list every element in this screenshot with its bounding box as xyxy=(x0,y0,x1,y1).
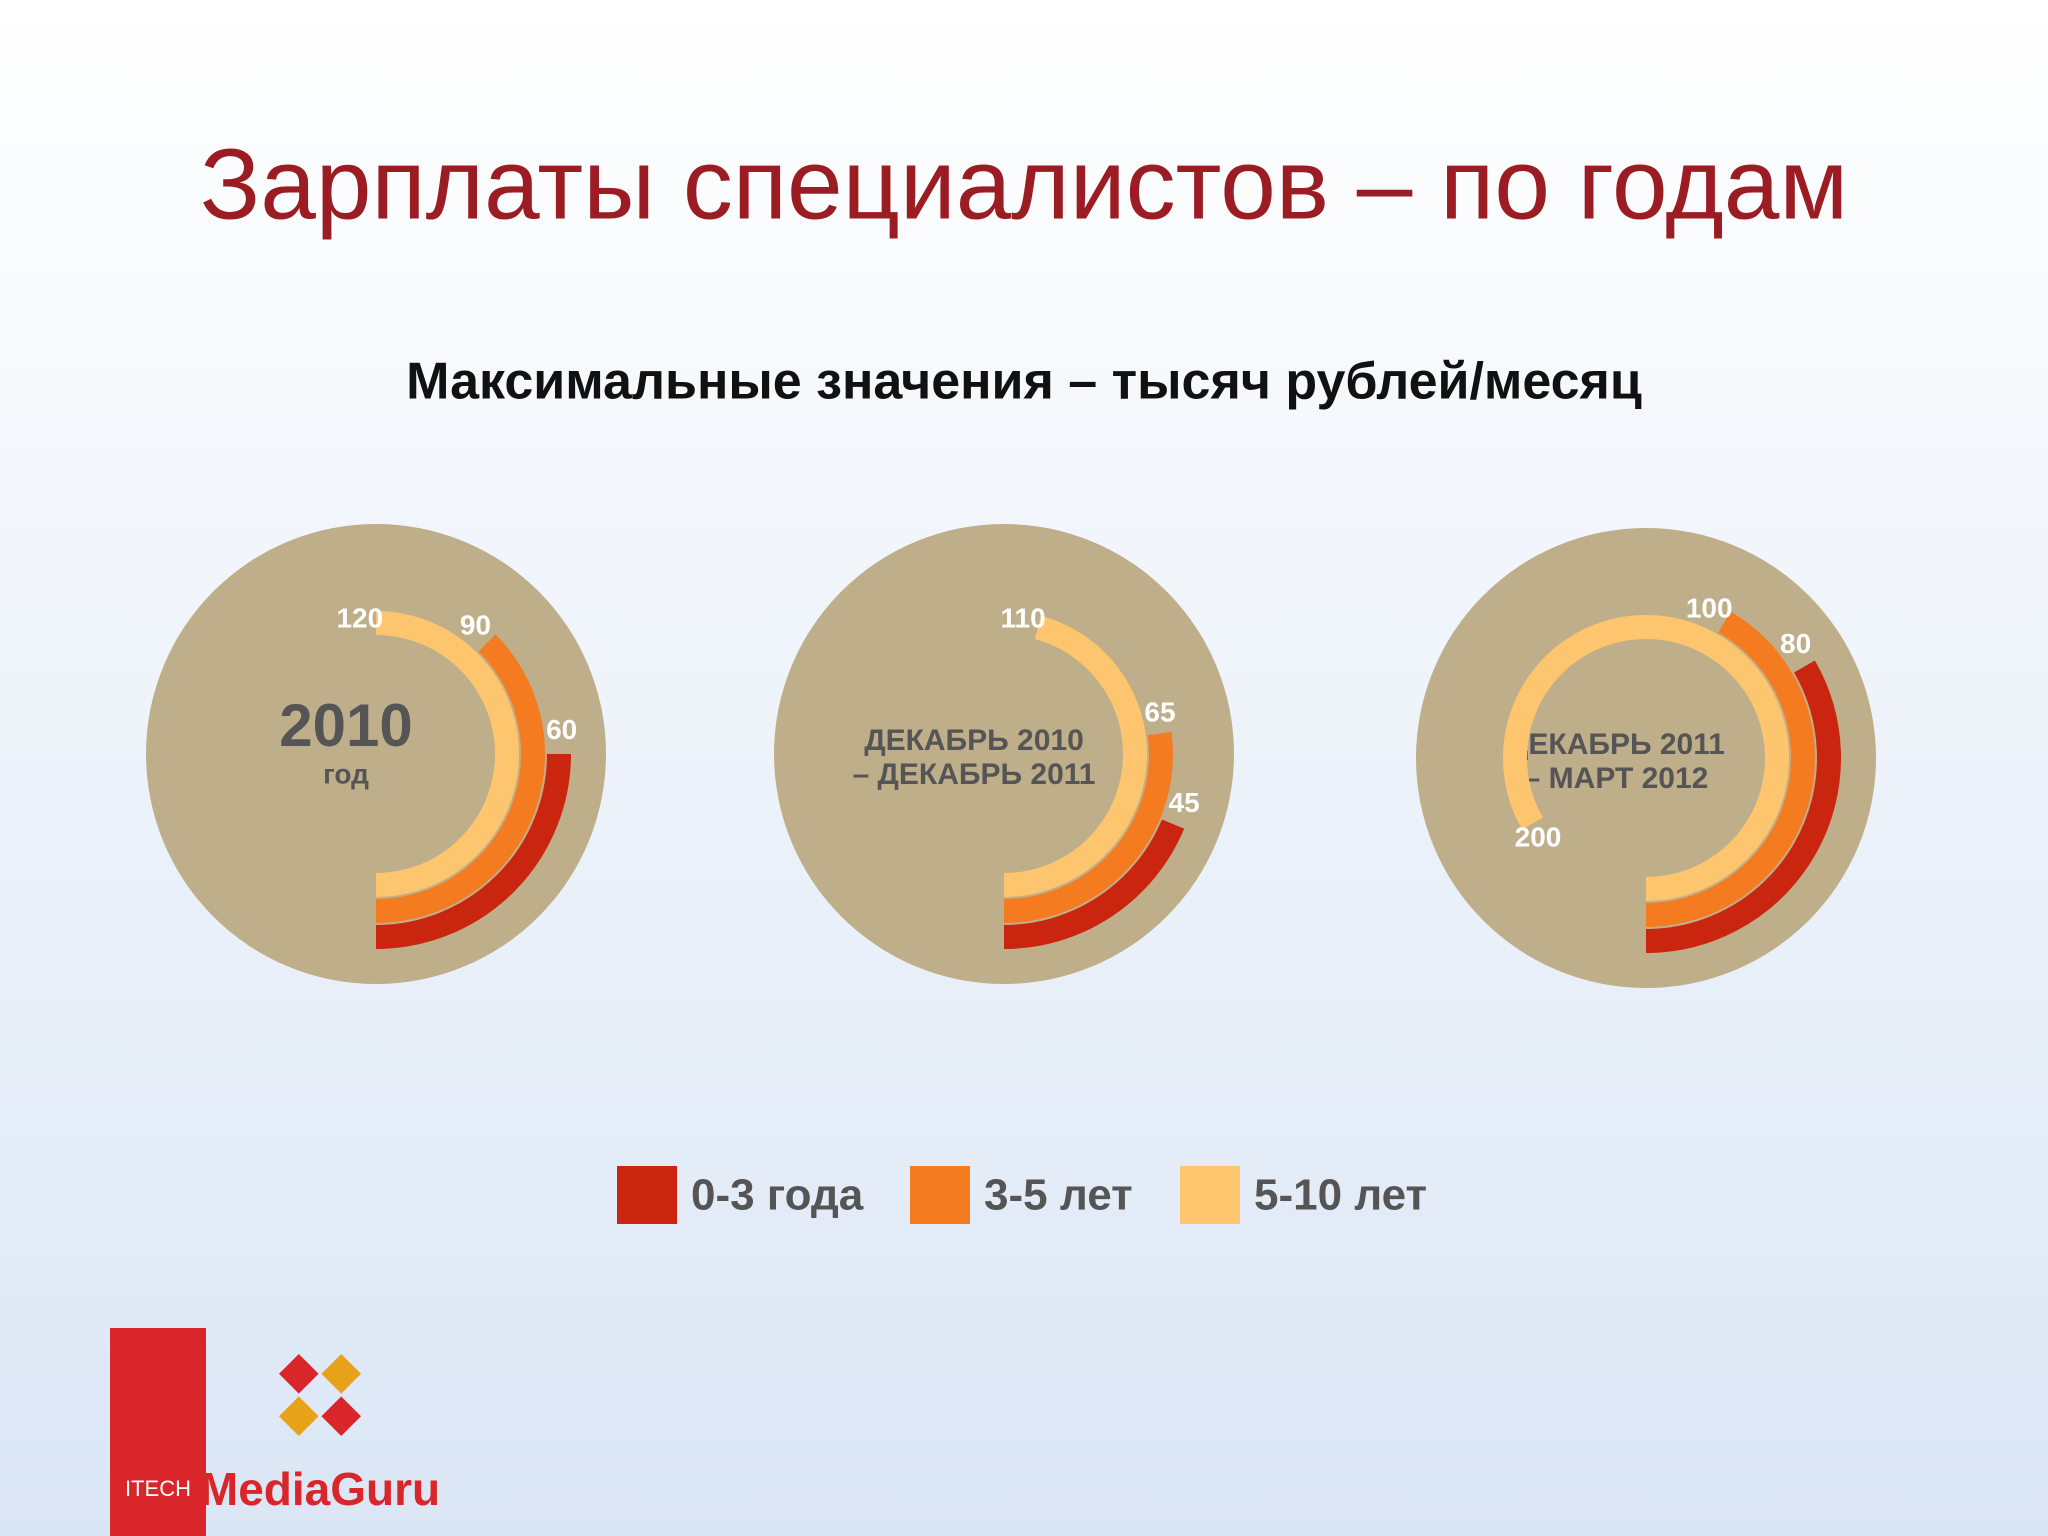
radial-bar xyxy=(1645,660,1841,953)
value-label: 110 xyxy=(1000,603,1045,634)
legend-swatch xyxy=(1180,1166,1240,1224)
value-label: 60 xyxy=(546,714,577,745)
value-label: 120 xyxy=(336,602,383,633)
radial-chart: ДЕКАБРЬ 2011– МАРТ 2012 80 100 200 xyxy=(1416,528,1876,988)
panel-label: ДЕКАБРЬ 2011 xyxy=(1507,728,1725,761)
radial-bar xyxy=(1003,731,1173,923)
logo-text: ITECH xyxy=(125,1476,191,1501)
value-label: 200 xyxy=(1515,821,1562,852)
logo-box xyxy=(110,1328,206,1536)
logo-mediaguru: MediaGuru xyxy=(200,1353,440,1515)
panel-label: год xyxy=(323,758,369,789)
panel-label: – МАРТ 2012 xyxy=(1524,762,1709,795)
legend-label: 3-5 лет xyxy=(984,1171,1133,1220)
panel-label: – ДЕКАБРЬ 2011 xyxy=(853,758,1096,791)
legend-swatch xyxy=(910,1166,970,1224)
radial-bar xyxy=(1003,819,1185,949)
value-label: 100 xyxy=(1686,592,1733,623)
radial-bar xyxy=(1503,615,1789,901)
panel-label: 2010 xyxy=(279,692,412,759)
radial-bar xyxy=(375,634,545,923)
value-label: 80 xyxy=(1780,628,1811,659)
logo-text: MediaGuru xyxy=(200,1463,440,1515)
radial-bar xyxy=(1003,615,1147,897)
chart-title: Максимальные значения – тысяч рублей/мес… xyxy=(406,353,1642,411)
legend-swatch xyxy=(617,1166,677,1224)
legend-label: 0-3 года xyxy=(691,1171,864,1220)
slide-title: Зарплаты специалистов – по годам xyxy=(200,128,1848,240)
value-label: 45 xyxy=(1169,787,1200,818)
panel-label: ДЕКАБРЬ 2010 xyxy=(864,724,1084,757)
legend-label: 5-10 лет xyxy=(1254,1171,1427,1220)
radial-bar xyxy=(375,753,571,949)
logo-diamond xyxy=(278,1353,319,1394)
radial-bar xyxy=(375,611,519,897)
logo-diamond xyxy=(321,1396,362,1437)
logo-diamond xyxy=(321,1353,362,1394)
logo-itech: ITECH xyxy=(110,1328,206,1536)
radial-chart: ДЕКАБРЬ 2010– ДЕКАБРЬ 2011 45 65 110 xyxy=(774,524,1234,984)
logo-diamond xyxy=(278,1396,319,1437)
value-label: 65 xyxy=(1144,696,1175,727)
value-label: 90 xyxy=(460,610,491,641)
radial-bar xyxy=(1645,611,1815,927)
